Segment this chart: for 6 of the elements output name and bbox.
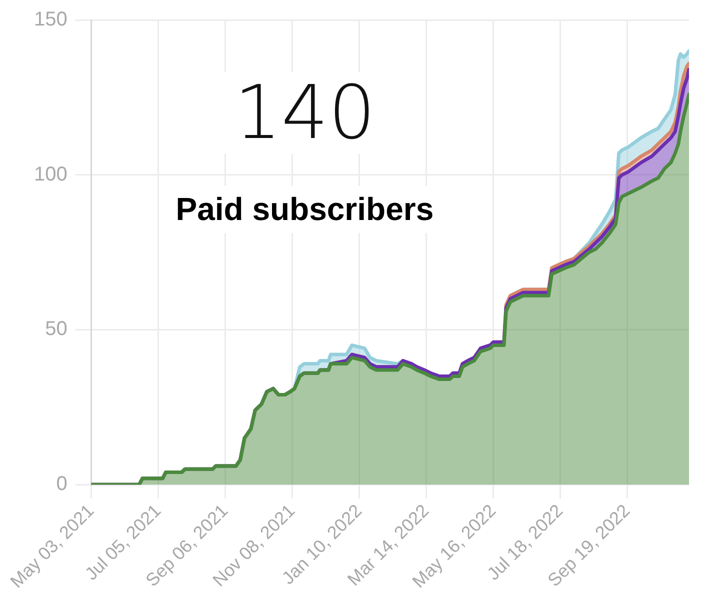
y-tick-label: 50 — [45, 318, 68, 340]
y-tick-label: 0 — [56, 473, 68, 496]
text: Paid subscribers — [168, 186, 442, 234]
y-tick-label: 150 — [34, 8, 68, 31]
text: 140 — [204, 70, 406, 156]
y-tick-label: 100 — [34, 163, 68, 186]
